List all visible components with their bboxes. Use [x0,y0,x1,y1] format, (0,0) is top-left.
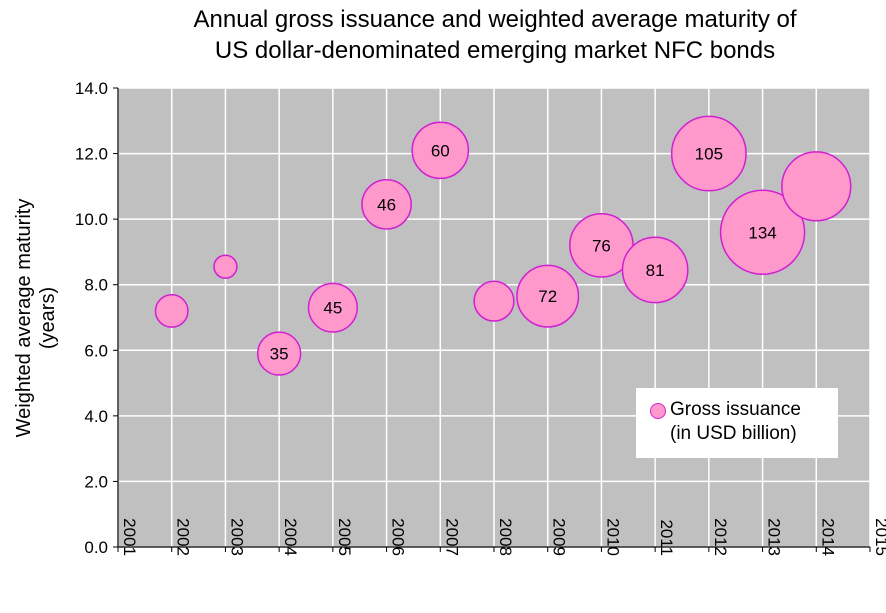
bubble-label: 60 [431,141,450,160]
chart-title: Annual gross issuance and weighted avera… [120,4,870,66]
bubble [411,121,470,180]
y-tick-label: 12.0 [75,145,108,164]
axes [113,87,871,552]
x-tick-label: 2002 [174,518,193,556]
x-tick-label: 2013 [765,518,784,556]
x-tick-label: 2008 [496,518,515,556]
bubble [516,264,580,328]
bubble [781,151,852,222]
bubble-label: 72 [538,287,557,306]
bubble-label: 45 [323,299,342,318]
x-tick-label: 2003 [227,518,246,556]
y-tick-label: 14.0 [75,79,108,98]
bubble [719,189,806,276]
bubble [307,282,358,333]
bubble [621,236,689,304]
y-tick-label: 10.0 [75,210,108,229]
bubble-label: 105 [695,145,723,164]
x-tick-label: 2009 [550,518,569,556]
x-tick-label: 2007 [442,518,461,556]
bubble-label: 134 [748,223,776,242]
bubble [473,280,515,322]
bubble [154,293,189,328]
y-tick-label: 8.0 [84,276,108,295]
legend-bubble-swatch [650,403,666,419]
y-tick-label: 2.0 [84,472,108,491]
bubble [256,331,302,376]
chart-subtitle: US dollar-denominated emerging market NF… [214,37,776,64]
legend: Gross issuance (in USD billion) [636,388,838,458]
x-tick-label: 2005 [335,518,354,556]
y-tick-label: 0.0 [84,538,108,557]
x-tick-label: 2001 [120,518,139,556]
x-tick-label: 2011 [657,519,676,556]
legend-label-line1: Gross issuance [670,399,801,420]
x-tick-label: 2015 [872,518,886,556]
bubbles: 35 45 46 60 72 76 81 105 134 [154,115,852,376]
bubble-label: 35 [270,345,289,364]
x-tick-label: 2012 [711,518,730,556]
y-tick-label: 6.0 [84,341,108,360]
bubble [361,179,412,230]
y-tick-label: 4.0 [84,407,108,426]
x-tick-label: 2004 [281,518,300,556]
legend-label-line2: (in USD billion) [670,423,797,444]
bubble-label: 76 [592,236,611,255]
x-tick-label: 2010 [603,518,622,556]
bubble [213,254,238,279]
tick-labels: 0.0 2.0 4.0 6.0 8.0 10.0 12.0 14.0 2001 2002 2003 2… [75,79,886,557]
bubble [670,115,747,192]
x-tick-label: 2014 [818,518,837,556]
bubble-label: 81 [646,261,665,280]
bubble-label: 46 [377,195,396,214]
chart-title-line1: Annual gross issuance and weighted avera… [193,6,797,33]
x-tick-label: 2006 [389,518,408,556]
